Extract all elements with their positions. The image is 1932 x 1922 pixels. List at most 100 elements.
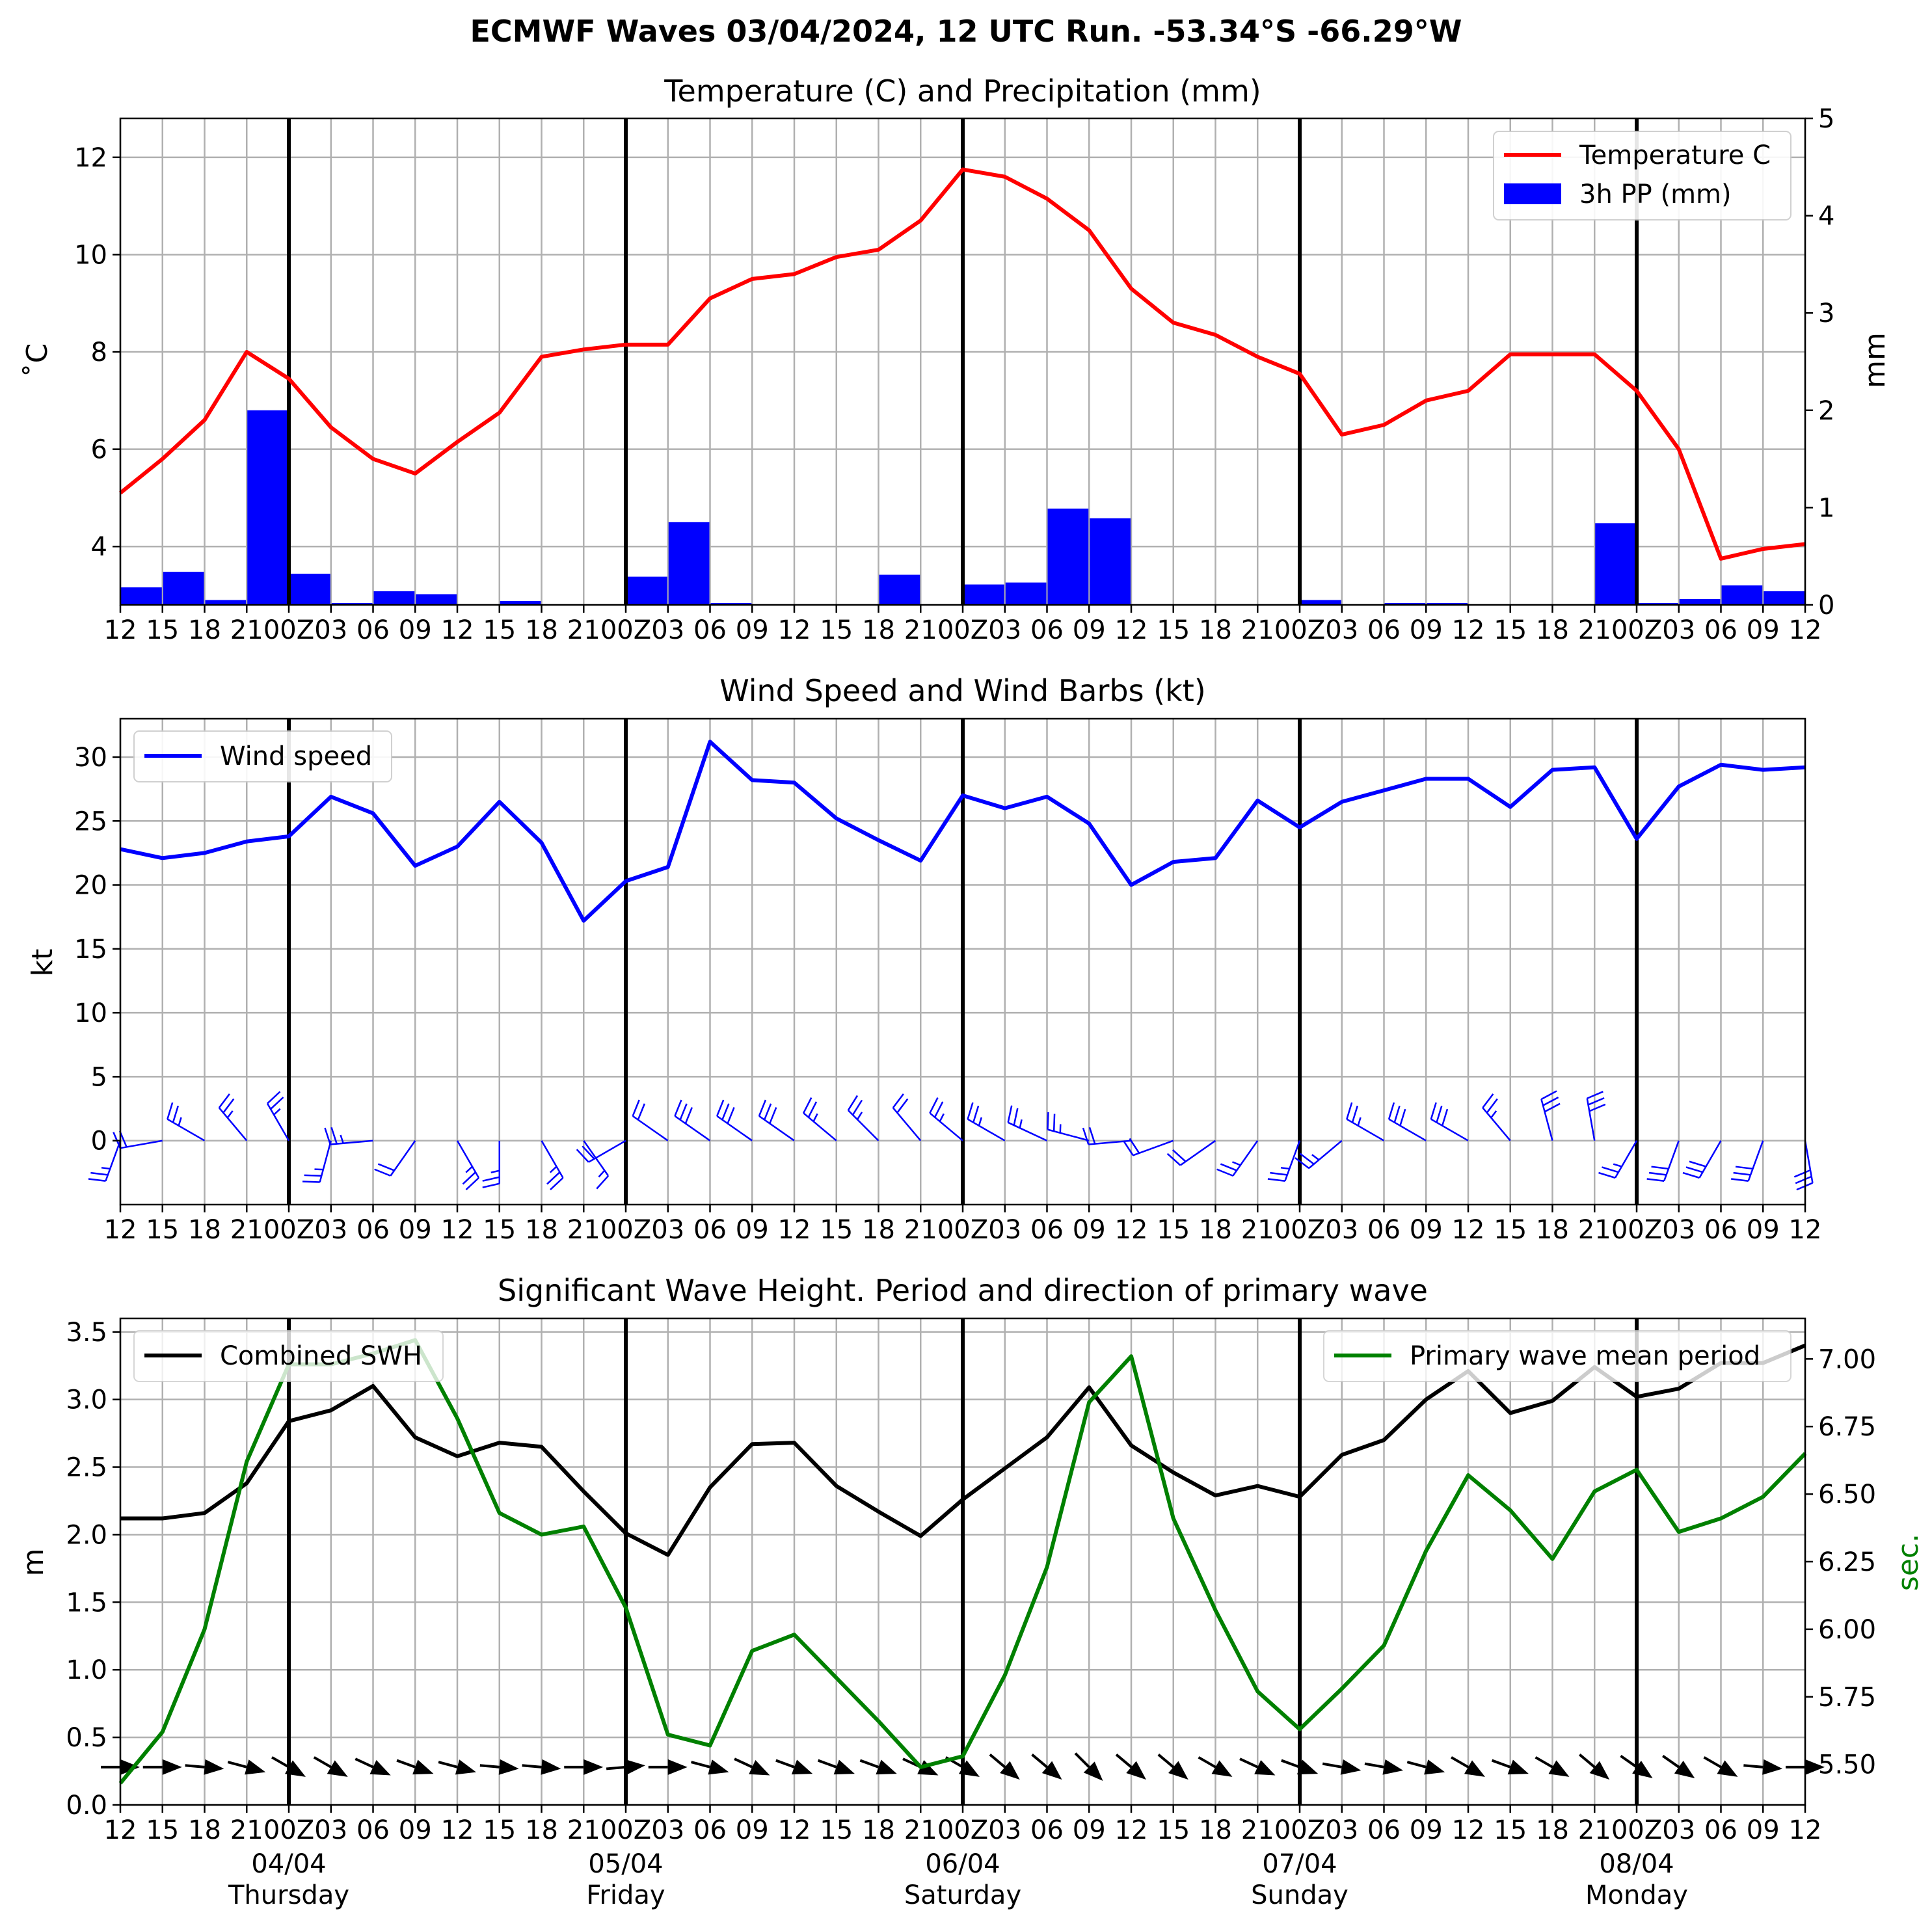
wave-direction-arrow-shaft [1115,1754,1133,1769]
precip-bar [879,574,920,605]
temperature-precip-panel: Temperature (C) and Precipitation (mm) 4… [21,73,1892,645]
wave-direction-arrow-head [1674,1760,1695,1779]
xtick-label: 03 [1662,1815,1695,1845]
weekday-label: Friday [586,1880,665,1910]
weekday-label: Saturday [904,1880,1021,1910]
xtick-label: 03 [1325,615,1358,645]
date-label: 04/04 [251,1849,326,1879]
xtick-label: 21 [904,1215,937,1245]
wave-direction-arrow-head [412,1759,434,1775]
precip-bar [163,572,204,605]
y2tick-label: 6.25 [1818,1547,1876,1577]
xtick-label: 15 [483,615,516,645]
panel3-ylabel: m [17,1549,50,1577]
wind-barb [167,1102,206,1141]
xtick-label: 00Z [937,1215,988,1245]
ytick-label: 1.5 [66,1588,107,1618]
suptitle: ECMWF Waves 03/04/2024, 12 UTC Run. -53.… [470,14,1462,49]
wind-barb [758,1099,795,1141]
xtick-label: 18 [188,1815,221,1845]
y2tick-label: 2 [1818,396,1834,426]
xtick-label: 03 [988,1215,1021,1245]
wave-direction-arrow-head [1168,1761,1188,1780]
wave-direction-arrow-shaft [1535,1756,1553,1769]
wave-direction-arrow-head [1382,1759,1404,1775]
precip-bar [247,410,288,605]
xtick-label: 09 [399,615,432,645]
wave-direction-arrow-head [1000,1761,1020,1780]
xtick-label: 09 [736,1215,769,1245]
date-label: 06/04 [925,1849,1000,1879]
ytick-label: 20 [74,871,107,901]
xtick-label: 21 [1241,1815,1274,1845]
panel3-legend-right: Primary wave mean period [1323,1330,1791,1382]
precip-bar [1679,599,1721,605]
wave-direction-arrow-shaft [313,1756,332,1769]
xtick-label: 12 [441,1815,474,1845]
wind-barb [1430,1102,1469,1141]
y2tick-label: 4 [1818,202,1834,232]
wave-direction-arrow-head [917,1759,939,1776]
legend-wind-label: Wind speed [220,741,372,771]
xtick-label: 21 [904,615,937,645]
wave-direction-arrow-shaft [1239,1757,1259,1769]
wave-direction-arrow-head [959,1760,980,1777]
ytick-label: 15 [74,935,107,965]
precip-bar [1005,582,1047,605]
wind-barb [456,1140,480,1190]
xtick-label: 00Z [1611,1215,1662,1245]
wave-direction-arrow-shaft [817,1759,837,1769]
xtick-label: 00Z [1274,1215,1325,1245]
date-label: 08/04 [1599,1849,1674,1879]
wave-direction-arrow-head [1041,1761,1062,1780]
wind-barb [632,1099,669,1141]
precip-bar [373,591,415,605]
ytick-label: 0.0 [66,1791,107,1821]
xtick-label: 09 [736,1815,769,1845]
xtick-label: 03 [651,1215,684,1245]
wind-barb [1346,1102,1385,1141]
xtick-label: 21 [1578,1215,1611,1245]
xtick-label: 12 [104,1815,137,1845]
xtick-label: 03 [988,1815,1021,1845]
wave-panel: Significant Wave Height. Period and dire… [17,1273,1925,1910]
panel3-y2label: sec. [1892,1534,1925,1591]
ytick-label: 1.0 [66,1655,107,1685]
xtick-label: 09 [1410,1215,1443,1245]
precip-bar [1427,603,1468,605]
wave-direction-arrow-head [1632,1760,1653,1779]
precip-bar [289,574,330,605]
xtick-label: 06 [356,1815,390,1845]
xtick-label: 00Z [600,1215,651,1245]
xtick-label: 00Z [1611,615,1662,645]
xtick-label: 06 [1030,615,1064,645]
wind-barb [1731,1140,1764,1182]
xtick-label: 15 [483,1215,516,1245]
xtick-label: 06 [1367,1815,1401,1845]
xtick-label: 15 [146,1815,179,1845]
wind-barb [1388,1102,1427,1141]
wave-direction-arrow-head [162,1759,182,1775]
wave-direction-arrow-head [624,1759,645,1775]
xtick-label: 18 [862,1215,895,1245]
ytick-label: 0.5 [66,1723,107,1753]
wind-barb [541,1140,564,1190]
wind-barb [1793,1140,1814,1191]
wave-direction-arrow-head [1424,1759,1445,1775]
wind-barb [892,1093,922,1141]
xtick-label: 12 [778,615,811,645]
wind-barb [88,1140,122,1182]
wave-direction-arrow-shaft [1406,1761,1427,1769]
wave-direction-arrow-shaft [1074,1752,1090,1769]
swh-line [120,1343,1806,1557]
ytick-label: 10 [74,240,107,270]
xtick-label: 06 [693,1215,727,1245]
xtick-label: 15 [820,1215,853,1245]
wind-barb [1586,1091,1606,1141]
wave-direction-arrow-head [285,1760,306,1777]
precip-bar [963,584,1004,605]
wind-barb [803,1097,837,1141]
xtick-label: 06 [356,1215,390,1245]
wave-direction-arrow-head [1254,1759,1276,1776]
plot-frame [119,117,1806,606]
